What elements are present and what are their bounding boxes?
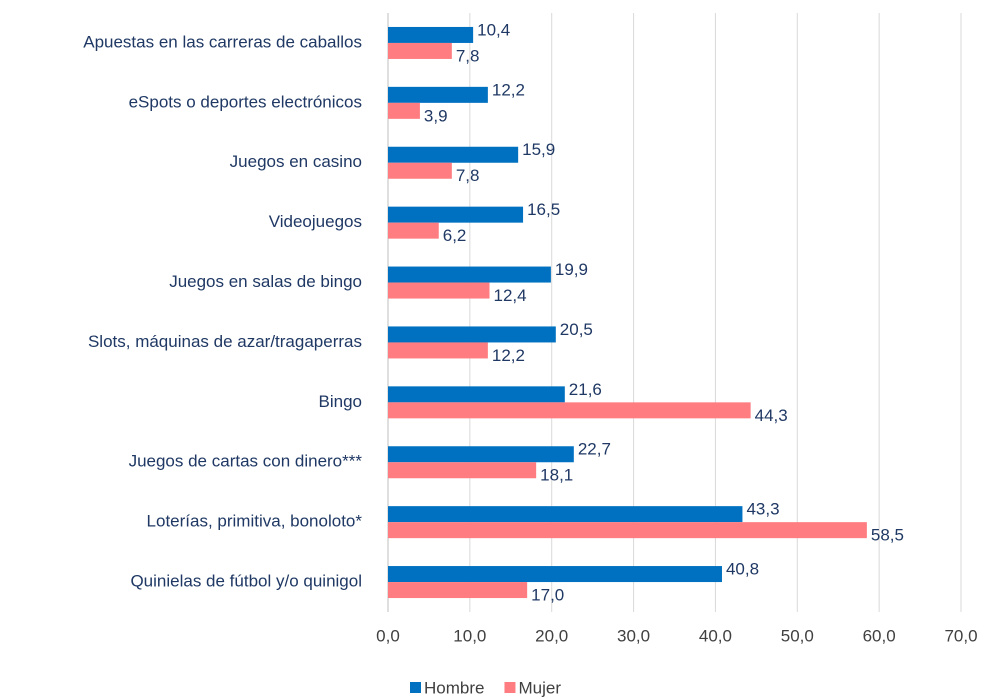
bar — [388, 582, 528, 599]
bar — [388, 446, 574, 463]
y-tick-label: Juegos en salas de bingo — [169, 272, 362, 291]
value-label: 18,1 — [540, 466, 573, 485]
x-tick-label: 20,0 — [535, 626, 568, 645]
value-label: 44,3 — [755, 406, 788, 425]
legend-swatch — [410, 682, 421, 693]
value-label: 12,2 — [492, 80, 525, 99]
value-label: 22,7 — [578, 440, 611, 459]
bar — [388, 282, 490, 299]
y-tick-label: eSpots o deportes electrónicos — [129, 92, 362, 111]
value-label: 12,2 — [492, 346, 525, 365]
bar — [388, 86, 488, 103]
bar — [388, 102, 420, 119]
value-label: 3,9 — [424, 106, 448, 125]
y-tick-label: Apuestas en las carreras de caballos — [83, 32, 362, 51]
legend-label: Hombre — [424, 678, 484, 697]
value-label: 43,3 — [746, 500, 779, 519]
value-label: 58,5 — [871, 526, 904, 545]
value-label: 10,4 — [477, 20, 510, 39]
y-tick-label: Videojuegos — [269, 212, 362, 231]
value-label: 16,5 — [527, 200, 560, 219]
y-tick-label: Slots, máquinas de azar/tragaperras — [88, 332, 362, 351]
value-label: 7,8 — [456, 166, 480, 185]
x-tick-label: 40,0 — [699, 626, 732, 645]
bar — [388, 222, 439, 239]
value-label: 40,8 — [726, 560, 759, 579]
y-tick-label: Quinielas de fútbol y/o quinigol — [130, 572, 362, 591]
bar — [388, 42, 452, 59]
value-label: 20,5 — [560, 320, 593, 339]
bar — [388, 26, 474, 43]
bar — [388, 386, 565, 403]
x-tick-label: 60,0 — [863, 626, 896, 645]
bar — [388, 146, 519, 163]
value-label: 19,9 — [555, 260, 588, 279]
legend-label: Mujer — [518, 678, 561, 697]
bar — [388, 266, 551, 283]
bar — [388, 206, 524, 223]
bar — [388, 506, 743, 523]
y-tick-label: Juegos en casino — [230, 152, 362, 171]
y-tick-label: Bingo — [319, 392, 362, 411]
bar — [388, 326, 556, 343]
value-label: 6,2 — [443, 226, 467, 245]
value-label: 7,8 — [456, 46, 480, 65]
bar — [388, 162, 452, 179]
x-tick-label: 10,0 — [453, 626, 486, 645]
x-tick-label: 0,0 — [376, 626, 400, 645]
x-tick-label: 70,0 — [944, 626, 977, 645]
bar — [388, 342, 488, 359]
y-tick-label: Juegos de cartas con dinero*** — [129, 452, 363, 471]
y-tick-label: Loterías, primitiva, bonoloto* — [147, 512, 363, 531]
bar — [388, 402, 751, 419]
x-tick-label: 50,0 — [781, 626, 814, 645]
value-label: 21,6 — [569, 380, 602, 399]
legend-swatch — [504, 682, 516, 693]
bar — [388, 462, 537, 479]
x-tick-label: 30,0 — [617, 626, 650, 645]
bar — [388, 566, 722, 583]
value-label: 15,9 — [522, 140, 555, 159]
bar — [388, 522, 867, 539]
value-label: 17,0 — [531, 586, 564, 605]
value-label: 12,4 — [494, 286, 527, 305]
